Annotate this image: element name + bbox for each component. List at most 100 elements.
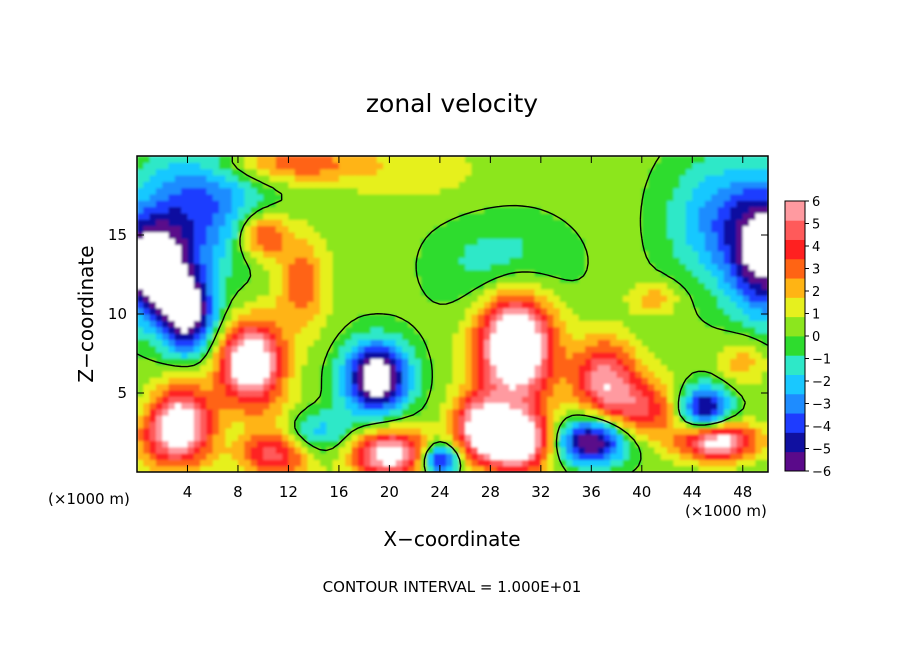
field-cell xyxy=(484,345,491,353)
field-cell xyxy=(345,408,353,416)
field-cell xyxy=(730,231,738,239)
field-cell xyxy=(301,383,308,391)
field-cell xyxy=(692,212,700,220)
field-cell xyxy=(667,364,674,372)
field-cell xyxy=(256,263,264,271)
field-cell xyxy=(704,263,712,271)
field-cell xyxy=(402,212,409,220)
field-cell xyxy=(181,415,189,423)
field-cell xyxy=(679,181,687,189)
field-cell xyxy=(237,181,245,189)
field-cell xyxy=(540,314,548,321)
field-cell xyxy=(168,446,176,454)
field-cell xyxy=(540,358,548,366)
field-cell xyxy=(654,339,662,347)
field-cell xyxy=(408,219,416,227)
field-cell xyxy=(408,314,416,321)
field-cell xyxy=(420,446,428,454)
field-cell xyxy=(603,314,611,321)
field-cell xyxy=(206,288,214,296)
field-cell xyxy=(294,187,302,195)
field-cell xyxy=(673,370,681,378)
field-cell xyxy=(521,200,529,208)
field-cell xyxy=(244,219,252,227)
field-cell xyxy=(667,440,674,448)
field-cell xyxy=(559,332,567,340)
field-cell xyxy=(496,465,504,472)
field-cell xyxy=(269,168,277,176)
field-cell xyxy=(477,162,485,170)
field-cell xyxy=(572,219,580,227)
field-cell xyxy=(200,193,208,201)
field-cell xyxy=(200,440,208,448)
field-cell xyxy=(370,370,378,378)
field-cell xyxy=(685,174,693,182)
field-cell xyxy=(749,174,756,182)
field-cell xyxy=(641,402,649,410)
field-cell xyxy=(263,162,271,170)
field-cell xyxy=(654,427,662,435)
field-cell xyxy=(578,206,586,214)
field-cell xyxy=(168,326,176,334)
field-cell xyxy=(137,453,144,460)
field-cell xyxy=(742,402,750,410)
field-cell xyxy=(313,389,321,397)
field-cell xyxy=(332,383,340,391)
field-cell xyxy=(723,250,731,258)
field-cell xyxy=(155,168,163,176)
field-cell xyxy=(641,295,649,302)
field-cell xyxy=(187,162,195,170)
field-cell xyxy=(143,219,151,227)
field-cell xyxy=(559,326,567,334)
field-cell xyxy=(490,200,498,208)
field-cell xyxy=(559,320,567,328)
field-cell xyxy=(244,238,252,246)
field-cell xyxy=(685,156,693,163)
field-cell xyxy=(723,459,731,467)
field-cell xyxy=(502,200,510,208)
field-cell xyxy=(237,370,245,378)
field-cell xyxy=(610,263,618,271)
field-cell xyxy=(364,377,372,385)
field-cell xyxy=(402,181,409,189)
field-cell xyxy=(540,408,548,416)
field-cell xyxy=(742,326,750,334)
field-cell xyxy=(723,408,731,416)
field-cell xyxy=(711,174,719,182)
field-cell xyxy=(345,162,353,170)
field-cell xyxy=(408,370,416,378)
field-cell xyxy=(395,453,403,460)
field-cell xyxy=(225,181,233,189)
field-cell xyxy=(212,244,220,252)
field-cell xyxy=(155,307,163,315)
field-cell xyxy=(616,263,624,271)
field-cell xyxy=(237,314,245,321)
field-cell xyxy=(484,351,491,359)
field-cell xyxy=(742,181,750,189)
field-cell xyxy=(515,364,523,372)
field-cell xyxy=(231,193,239,201)
field-cell xyxy=(635,301,643,309)
field-cell xyxy=(149,383,157,391)
field-cell xyxy=(319,389,327,397)
field-cell xyxy=(521,181,529,189)
field-cell xyxy=(603,282,611,290)
field-cell xyxy=(143,364,151,372)
field-cell xyxy=(313,326,321,334)
field-cell xyxy=(496,301,504,309)
field-cell xyxy=(206,440,214,448)
field-cell xyxy=(187,174,195,182)
field-cell xyxy=(585,351,592,359)
field-cell xyxy=(193,231,201,239)
field-cell xyxy=(603,364,611,372)
field-cell xyxy=(364,314,372,321)
field-cell xyxy=(502,301,510,309)
field-cell xyxy=(572,206,580,214)
field-cell xyxy=(572,225,580,233)
field-cell xyxy=(433,345,441,353)
field-cell xyxy=(572,156,580,163)
field-cell xyxy=(572,358,580,366)
field-cell xyxy=(420,181,428,189)
field-cell xyxy=(225,206,233,214)
field-cell xyxy=(723,377,731,385)
